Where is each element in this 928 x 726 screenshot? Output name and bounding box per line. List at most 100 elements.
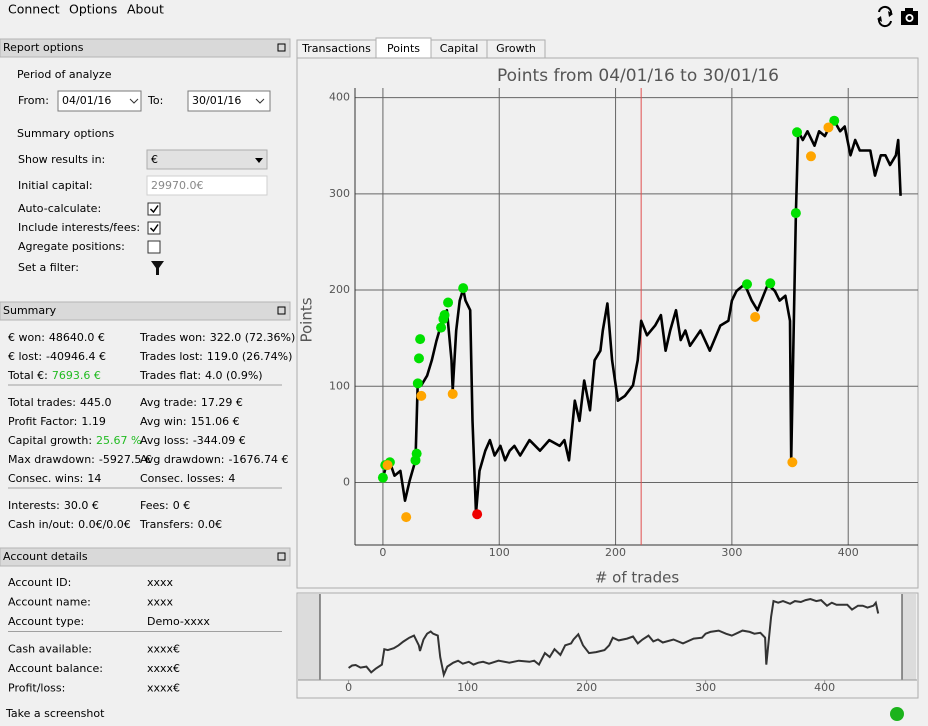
trade-marker: [377, 472, 388, 483]
summary-value: 48640.0 €: [49, 331, 105, 344]
checkbox[interactable]: [147, 221, 161, 235]
combo-value: €: [151, 153, 158, 166]
date-picker[interactable]: [57, 90, 142, 112]
summary-label: Capital growth:: [8, 434, 92, 447]
trade-marker: [436, 322, 447, 333]
summary-label: Trades flat:: [139, 369, 201, 382]
trade-marker: [401, 512, 412, 523]
summary-item: Total €: 7693.6 €: [7, 369, 101, 382]
x-tick-label: 200: [576, 681, 597, 694]
summary-label: Interests:: [8, 499, 60, 512]
summary-value: 445.0: [80, 396, 112, 409]
summary-label: € lost:: [8, 350, 42, 363]
label: From:: [18, 94, 49, 107]
trade-marker: [447, 388, 458, 399]
summary-item: Trades flat: 4.0 (0.9%): [139, 369, 263, 382]
summary-item: Trades lost: 119.0 (26.74%): [139, 350, 292, 363]
overview-range: [320, 594, 902, 680]
combo-box[interactable]: [146, 149, 268, 170]
menu-item[interactable]: Connect: [8, 2, 60, 17]
summary-item: Avg loss: -344.09 €: [140, 434, 246, 447]
menu-item[interactable]: Options: [69, 2, 117, 17]
date-value: 30/01/16: [192, 94, 241, 107]
account-label: Account type:: [8, 615, 84, 628]
summary-label: € won:: [8, 331, 45, 344]
account-label: Account balance:: [8, 662, 103, 675]
label: Summary options: [17, 127, 114, 140]
summary-item: Capital growth: 25.67 %: [8, 434, 142, 447]
status-text: Take a screenshot: [5, 707, 105, 720]
trade-marker: [742, 279, 753, 290]
summary-value: -40946.4 €: [46, 350, 106, 363]
x-tick-label: 400: [838, 546, 859, 559]
x-tick-label: 0: [379, 546, 386, 559]
menu-item[interactable]: About: [127, 2, 164, 17]
trade-marker: [439, 310, 450, 321]
summary-label: Avg drawdown:: [140, 453, 225, 466]
section-header: [0, 301, 291, 321]
y-axis-label: Points: [298, 297, 316, 342]
summary-value: 0.0€: [198, 518, 223, 531]
chart-title: Points from 04/01/16 to 30/01/16: [497, 66, 779, 86]
tab-label: Capital: [440, 42, 479, 55]
chart-panel: [296, 57, 919, 589]
x-tick-label: 100: [489, 546, 510, 559]
filter-icon[interactable]: [151, 261, 164, 275]
summary-item: Consec. losses: 4: [140, 472, 235, 485]
tab-label: Growth: [496, 42, 536, 55]
summary-value: -5927.5 €: [99, 453, 152, 466]
summary-label: Trades won:: [139, 331, 206, 344]
label: Set a filter:: [18, 261, 79, 274]
summary-value: 17.29 €: [201, 396, 243, 409]
status-indicator: [890, 707, 904, 721]
section-header: [0, 38, 291, 58]
account-label: Profit/loss:: [8, 682, 65, 695]
text-input[interactable]: [146, 175, 268, 196]
trade-marker: [750, 311, 761, 322]
summary-label: Profit Factor:: [8, 415, 77, 428]
summary-label: Total €:: [7, 369, 48, 382]
dropdown-arrow: [255, 158, 263, 163]
summary-label: Avg trade:: [140, 396, 197, 409]
summary-value: 0.0€/0.0€: [78, 518, 131, 531]
section-title: Account details: [3, 550, 88, 563]
trade-marker: [787, 457, 798, 468]
dropdown-arrow: [255, 98, 265, 104]
label: Period of analyze: [17, 68, 112, 81]
x-tick-label: 300: [695, 681, 716, 694]
summary-value: 151.06 €: [191, 415, 240, 428]
summary-value: 119.0 (26.74%): [207, 350, 293, 363]
summary-label: Trades lost:: [139, 350, 203, 363]
float-button[interactable]: [277, 552, 286, 561]
date-value: 04/01/16: [62, 94, 111, 107]
summary-label: Fees:: [140, 499, 169, 512]
camera-icon[interactable]: [901, 8, 918, 25]
date-picker[interactable]: [187, 90, 271, 112]
checkbox[interactable]: [147, 202, 161, 216]
trade-marker: [413, 353, 424, 364]
tab[interactable]: [486, 39, 546, 59]
summary-value: 14: [87, 472, 101, 485]
refresh-icon[interactable]: [877, 5, 893, 28]
x-axis-label: # of trades: [595, 569, 680, 587]
float-button[interactable]: [277, 306, 286, 315]
account-label: Account name:: [8, 596, 91, 609]
overview-line: [348, 597, 880, 679]
summary-label: Avg loss:: [140, 434, 189, 447]
tab-label: Points: [387, 42, 420, 55]
tab-label: Transactions: [301, 42, 371, 55]
checkbox[interactable]: [147, 240, 161, 254]
summary-item: Consec. wins: 14: [8, 472, 101, 485]
summary-value: 0 €: [173, 499, 191, 512]
summary-item: Total trades: 445.0: [7, 396, 111, 409]
trade-marker: [458, 283, 469, 294]
summary-item: Fees: 0 €: [140, 499, 190, 512]
account-label: Cash available:: [8, 643, 92, 656]
trade-marker: [765, 278, 776, 289]
label: Include interests/fees:: [18, 221, 140, 234]
check-mark: [149, 224, 159, 233]
summary-item: Avg win: 151.06 €: [140, 415, 240, 428]
float-button[interactable]: [277, 43, 286, 52]
summary-item: Trades won: 322.0 (72.36%): [139, 331, 295, 344]
